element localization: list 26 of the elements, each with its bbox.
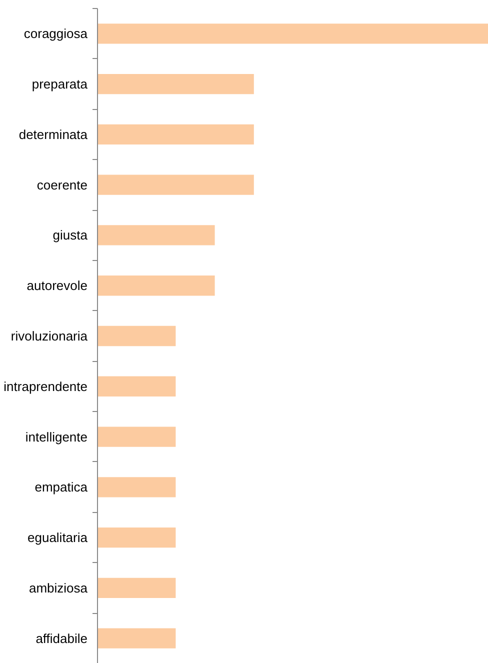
bar — [98, 276, 215, 296]
bar — [98, 477, 176, 498]
y-tick-label: intraprendente — [4, 378, 88, 394]
y-tick-label: giusta — [52, 228, 88, 243]
bar — [98, 578, 176, 598]
bar — [98, 225, 215, 246]
y-tick-label: preparata — [32, 76, 88, 92]
bar — [98, 326, 176, 346]
bar — [98, 74, 254, 94]
y-tick-label: empatica — [34, 480, 88, 495]
bar — [98, 426, 176, 447]
bar — [98, 376, 176, 396]
y-tick-label: intelligente — [25, 429, 88, 444]
y-tick-label: rivoluzionaria — [10, 328, 88, 344]
y-tick-label: coerente — [36, 177, 88, 192]
y-tick-label: egualitaria — [28, 530, 88, 546]
y-tick-label: affidabile — [36, 630, 88, 646]
y-tick-label: ambiziosa — [28, 580, 88, 596]
bar — [98, 628, 176, 648]
bar — [98, 174, 254, 195]
y-tick-label: determinata — [18, 126, 88, 142]
bar — [98, 527, 176, 548]
bar — [98, 124, 254, 145]
y-tick-label: coraggiosa — [24, 26, 88, 42]
y-tick-label: autorevole — [26, 278, 88, 294]
bar — [98, 24, 488, 44]
